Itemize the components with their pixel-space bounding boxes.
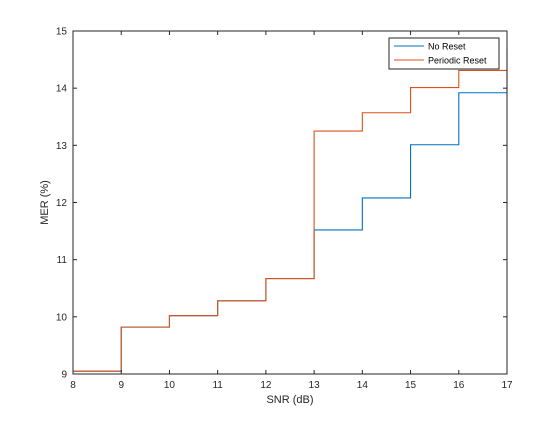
y-axis-label: MER (%)	[39, 180, 51, 225]
axes-background	[73, 31, 507, 374]
x-tick-label: 15	[405, 380, 417, 391]
legend: No Reset Periodic Reset	[388, 37, 500, 70]
x-tick-label: 10	[164, 380, 176, 391]
x-axis-label: SNR (dB)	[266, 394, 313, 406]
y-tick-label: 11	[57, 255, 68, 266]
x-tick-label: 8	[70, 380, 76, 391]
x-tick-label: 14	[357, 380, 369, 391]
y-tick-label: 15	[56, 27, 68, 38]
x-tick-label: 11	[212, 380, 223, 391]
series-line-periodic-reset	[73, 49, 508, 372]
x-tick-label: 17	[501, 380, 513, 391]
y-tick-label: 14	[56, 84, 68, 95]
y-tick-label: 12	[56, 198, 68, 209]
legend-label-periodic-reset: Periodic Reset	[428, 56, 487, 66]
y-tick-label: 9	[61, 370, 67, 381]
x-tick-label: 16	[453, 380, 465, 391]
y-ticks: 9 10 11 12 13 14 15	[56, 27, 507, 381]
x-tick-label: 9	[118, 380, 124, 391]
legend-box	[388, 37, 500, 70]
x-ticks: 8 9 10 11 12 13 14 15 16 17	[70, 31, 513, 391]
x-tick-label: 12	[260, 380, 272, 391]
series-layer	[73, 49, 508, 372]
y-tick-label: 10	[56, 312, 68, 323]
x-tick-label: 13	[309, 380, 321, 391]
y-tick-label: 13	[56, 141, 68, 152]
legend-label-no-reset: No Reset	[428, 42, 466, 52]
